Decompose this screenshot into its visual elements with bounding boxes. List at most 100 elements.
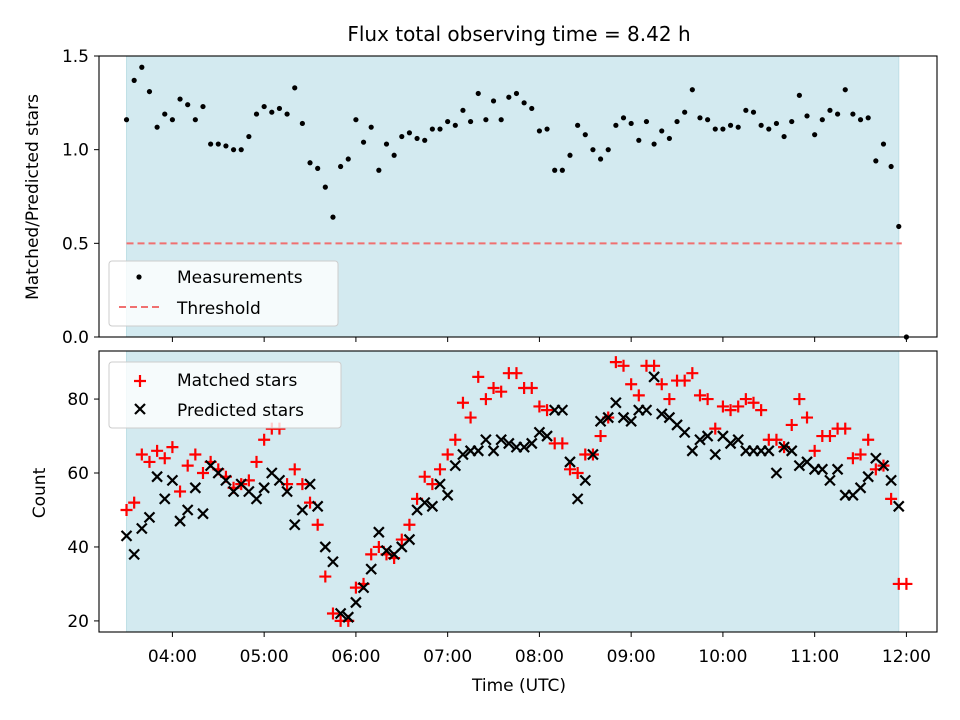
measurement-point <box>123 117 130 123</box>
matched-star-point <box>441 448 454 461</box>
measurement-point <box>727 122 734 128</box>
predicted-star-point <box>778 441 790 453</box>
matched-star-point <box>395 533 408 546</box>
matched-star-point <box>541 404 554 417</box>
predicted-star-point <box>434 478 446 490</box>
measurement-point <box>896 223 902 230</box>
x-tick-label: 11:00 <box>790 647 839 667</box>
measurement-point <box>322 184 328 190</box>
measurement-point <box>842 87 848 93</box>
predicted-star-point <box>648 371 660 383</box>
matched-star-point <box>349 581 362 594</box>
matched-star-point <box>770 433 783 446</box>
predicted-star-point <box>503 437 515 450</box>
matched-star-point <box>196 467 209 480</box>
measurement-point <box>735 124 741 130</box>
measurement-point <box>490 98 497 104</box>
matched-star-point <box>648 359 661 372</box>
measurement-point <box>445 118 451 125</box>
matched-star-point <box>288 463 301 476</box>
measurement-point <box>345 156 351 162</box>
matched-star-point <box>686 367 699 380</box>
predicted-star-point <box>457 448 469 461</box>
measurement-point <box>230 147 237 153</box>
predicted-star-point <box>686 445 699 457</box>
predicted-star-point <box>151 470 163 483</box>
measurement-point <box>666 135 672 142</box>
predicted-star-point <box>250 493 263 505</box>
matched-star-point <box>174 485 187 498</box>
predicted-star-point <box>288 518 301 531</box>
x-tick-label: 07:00 <box>423 647 472 667</box>
matched-star-point <box>434 463 447 476</box>
predicted-star-point <box>441 489 454 501</box>
matched-star-point <box>747 396 760 409</box>
measurement-point <box>406 130 413 136</box>
bot-y-tick-label: 60 <box>67 464 89 484</box>
x-tick-label: 10:00 <box>698 647 747 667</box>
measurement-point <box>857 117 864 123</box>
measurement-point <box>506 94 512 100</box>
measurement-point <box>192 117 198 123</box>
matched-star-point <box>655 378 668 391</box>
measurement-point <box>261 103 267 110</box>
measurement-point <box>835 111 841 117</box>
top-y-tick-label: 0.0 <box>62 328 89 348</box>
bottom-legend-box <box>108 361 342 429</box>
predicted-star-point <box>449 459 462 472</box>
measurement-point <box>437 126 443 132</box>
measurement-point <box>422 137 428 143</box>
predicted-star-point <box>701 430 714 442</box>
predicted-star-point <box>610 396 622 409</box>
measurement-point <box>353 117 359 123</box>
bottom-legend: Matched stars Predicted stars <box>108 361 342 429</box>
matched-star-point <box>456 396 469 409</box>
matched-star-point <box>311 518 324 531</box>
matched-star-point <box>617 359 630 372</box>
measurement-point <box>773 120 780 127</box>
matched-star-point <box>143 455 156 468</box>
matched-star-point <box>181 459 194 472</box>
top-y-tick-label: 1.5 <box>62 47 89 67</box>
predicted-star-point <box>166 474 179 487</box>
matched-star-point <box>418 470 431 483</box>
matched-star-point <box>739 393 752 406</box>
predicted-star-point <box>594 415 607 428</box>
measurement-point <box>185 102 191 108</box>
measurement-point <box>513 90 520 97</box>
chart-title: Flux total observing time = 8.42 h <box>347 22 690 46</box>
matched-star-point <box>732 400 745 413</box>
measurement-point <box>208 141 214 147</box>
measurement-point <box>597 156 604 162</box>
matched-star-point <box>716 400 729 413</box>
matched-star-point <box>525 381 538 394</box>
measurement-point <box>360 139 367 145</box>
matched-star-point <box>755 404 768 417</box>
measurement-point <box>483 117 489 123</box>
measurement-point <box>682 109 688 115</box>
matched-star-point <box>823 430 836 443</box>
measurement-point <box>873 158 879 164</box>
predicted-star-point <box>143 511 156 524</box>
top-legend-box <box>108 260 339 327</box>
top-panel: Flux total observing time = 8.42 h 0.0 0.… <box>23 22 938 348</box>
matched-star-point <box>403 518 416 531</box>
matched-star-point <box>839 422 852 435</box>
predicted-star-point <box>732 433 744 446</box>
measurement-point <box>169 117 176 123</box>
measurement-point <box>215 141 221 147</box>
matched-star-point <box>900 577 913 590</box>
predicted-star-point <box>311 500 324 513</box>
measurement-point <box>467 118 474 125</box>
measurement-point <box>284 111 290 117</box>
measurement-point <box>315 165 321 171</box>
legend-measurements-label: Measurements <box>177 268 303 288</box>
measurement-point <box>154 124 160 130</box>
legend-predicted-marker <box>134 403 146 415</box>
matched-star-point <box>487 381 500 394</box>
matched-star-point <box>885 492 898 505</box>
matched-star-point <box>479 393 492 406</box>
predicted-star-point <box>816 463 829 476</box>
measurement-point <box>146 88 153 95</box>
